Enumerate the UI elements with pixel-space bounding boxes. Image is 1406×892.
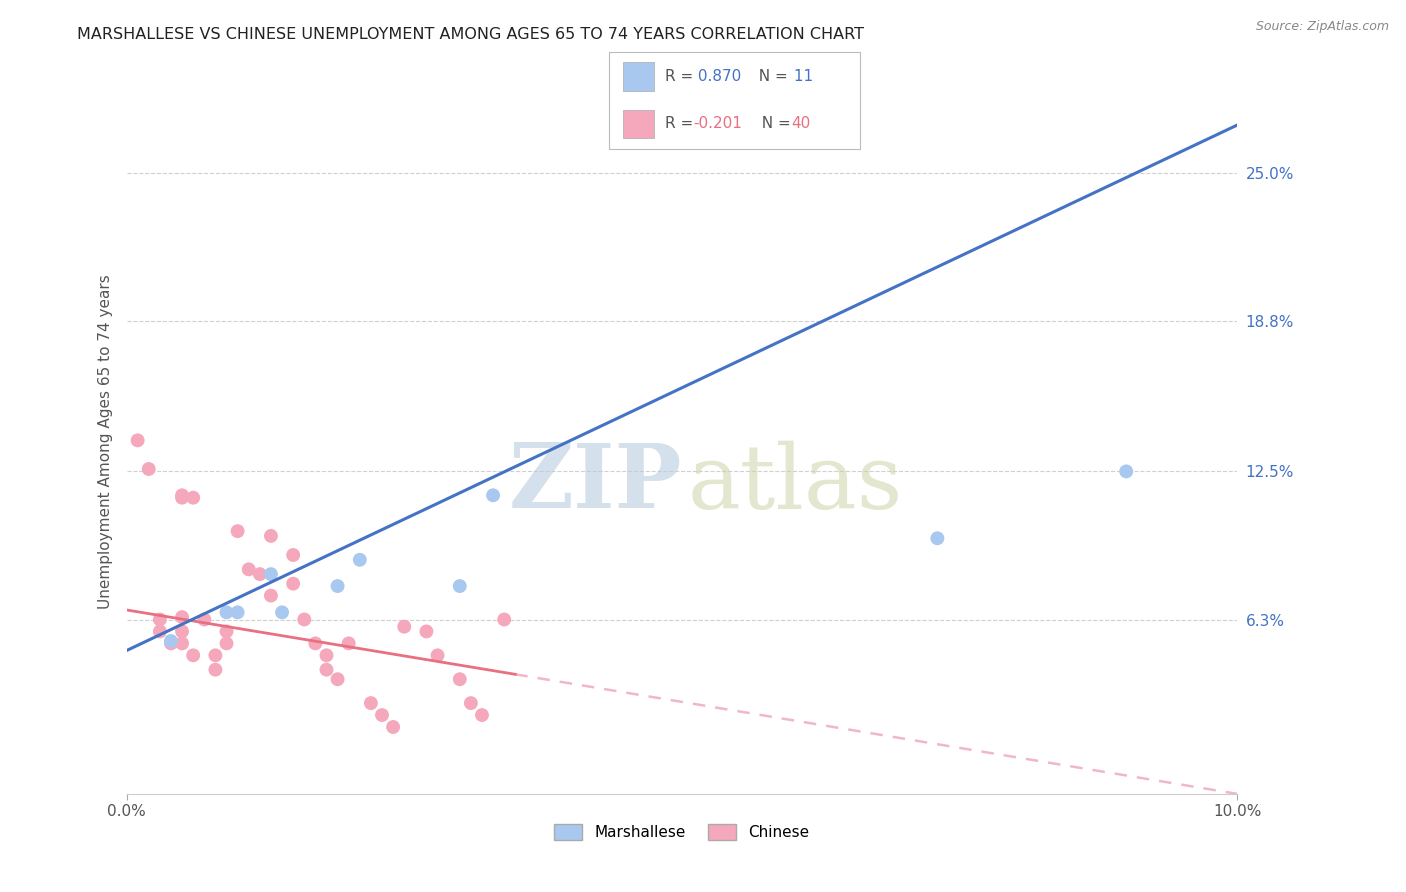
Point (215, 636, 238, 650)
Text: 0.870: 0.870 (693, 70, 741, 84)
Point (449, 579, 471, 593)
Point (281, 548, 304, 562)
Point (160, 636, 183, 650)
Point (149, 613, 172, 627)
Point (494, 613, 516, 627)
Point (927, 531, 949, 545)
Y-axis label: Unemployment Among Ages 65 to 74 years: Unemployment Among Ages 65 to 74 years (97, 274, 112, 609)
Point (172, 491, 194, 505)
Point (172, 636, 194, 650)
Point (315, 663, 337, 677)
Point (292, 613, 315, 627)
Point (238, 562, 260, 576)
Point (160, 634, 183, 648)
Point (260, 589, 283, 603)
Point (215, 624, 238, 639)
Point (326, 579, 349, 593)
Point (382, 720, 405, 734)
Point (337, 636, 360, 650)
Text: N =: N = (749, 70, 793, 84)
Point (304, 636, 326, 650)
Text: ZIP: ZIP (509, 441, 682, 527)
Point (226, 524, 249, 538)
Point (482, 488, 505, 502)
Point (349, 553, 371, 567)
Text: MARSHALLESE VS CHINESE UNEMPLOYMENT AMONG AGES 65 TO 74 YEARS CORRELATION CHART: MARSHALLESE VS CHINESE UNEMPLOYMENT AMON… (77, 27, 865, 42)
Point (127, 434, 149, 448)
Point (281, 576, 304, 591)
Point (172, 624, 194, 639)
Point (315, 648, 337, 663)
Point (460, 696, 482, 710)
Point (172, 610, 194, 624)
Text: 40: 40 (792, 117, 811, 131)
Point (449, 672, 471, 686)
Point (226, 605, 249, 619)
Text: 11: 11 (789, 70, 813, 84)
Point (249, 567, 271, 582)
Text: Source: ZipAtlas.com: Source: ZipAtlas.com (1256, 20, 1389, 33)
Point (394, 620, 416, 634)
Point (172, 488, 194, 502)
Point (271, 605, 294, 619)
Point (371, 708, 394, 723)
Point (181, 491, 204, 505)
Point (204, 648, 226, 663)
Point (193, 613, 215, 627)
Text: N =: N = (752, 117, 796, 131)
Point (426, 648, 449, 663)
Text: R =: R = (665, 70, 699, 84)
Point (471, 708, 494, 723)
Text: -0.201: -0.201 (693, 117, 742, 131)
Legend: Marshallese, Chinese: Marshallese, Chinese (548, 818, 815, 847)
Point (326, 672, 349, 686)
Point (149, 624, 172, 639)
Point (181, 648, 204, 663)
Point (138, 462, 160, 476)
Point (415, 624, 437, 639)
Text: R =: R = (665, 117, 699, 131)
Point (260, 529, 283, 543)
Point (215, 605, 238, 619)
Point (204, 663, 226, 677)
Point (260, 567, 283, 582)
Point (360, 696, 382, 710)
Text: atlas: atlas (688, 440, 903, 527)
Point (1115, 464, 1137, 478)
